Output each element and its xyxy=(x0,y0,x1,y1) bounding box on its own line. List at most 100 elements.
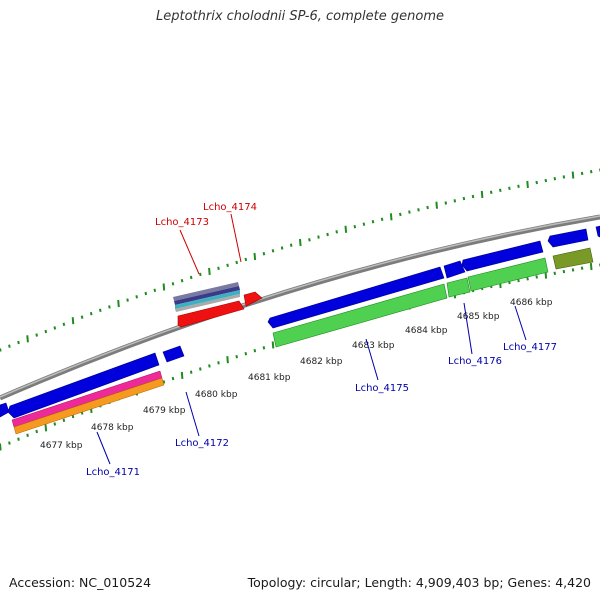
genome-backbone-highlight xyxy=(0,215,600,398)
outer-tick-mark xyxy=(289,243,293,247)
scale-label: 4686 kbp xyxy=(510,298,553,308)
outer-tick-mark xyxy=(326,232,329,237)
inner-tick-mark xyxy=(244,352,248,356)
scale-label: 4682 kbp xyxy=(300,357,343,367)
inner-tick-mark xyxy=(71,414,75,419)
cds-arrow-lcho-4176[interactable] xyxy=(443,260,466,279)
cog-bar-green-3[interactable] xyxy=(467,257,549,292)
reverse-cds-row xyxy=(0,225,600,419)
outer-tick-mark xyxy=(480,190,484,198)
outer-tick-mark xyxy=(335,230,338,234)
rrna-arrow-lcho-4173[interactable] xyxy=(177,300,245,328)
outer-tick-mark xyxy=(362,222,366,226)
inner-tick-mark xyxy=(535,275,538,279)
cds-arrow-left-edge[interactable] xyxy=(0,402,10,418)
scale-label: 4684 kbp xyxy=(405,326,448,336)
inner-tick-mark xyxy=(589,263,593,271)
trna-stack-lcho-4174[interactable] xyxy=(173,282,240,312)
label-leader-lcho-4177 xyxy=(514,305,527,341)
outer-tick-mark xyxy=(89,312,93,316)
inner-tick-mark xyxy=(553,271,557,275)
inner-tick-mark xyxy=(17,437,20,441)
cog-bar-olive[interactable] xyxy=(552,247,594,270)
inner-tick-mark xyxy=(35,429,38,434)
inner-tick-mark xyxy=(53,422,57,426)
label-leader-lcho-4174 xyxy=(230,213,242,263)
genome-summary-text: Topology: circular; Length: 4,909,403 bp… xyxy=(247,575,591,590)
outer-tick-mark xyxy=(426,205,429,210)
outer-tick-mark xyxy=(217,266,220,270)
outer-tick-mark xyxy=(253,252,257,261)
inner-tick-mark xyxy=(26,433,29,437)
inner-tick-mark xyxy=(580,266,584,270)
outer-tick-mark xyxy=(35,333,38,337)
gene-label-lcho-4174[interactable]: Lcho_4174 xyxy=(203,202,257,213)
cds-arrow-lcho-4171[interactable] xyxy=(7,352,160,419)
inner-tick-mark xyxy=(162,380,166,384)
outer-tick-mark xyxy=(353,225,357,229)
cog-bar-green-1[interactable] xyxy=(272,283,448,348)
label-leader-lcho-4171 xyxy=(96,431,111,465)
outer-tick-mark xyxy=(271,249,275,253)
outer-tick-mark xyxy=(589,170,593,174)
outer-tick-mark xyxy=(208,267,211,275)
outer-tick-mark xyxy=(553,177,557,181)
inner-tick-mark xyxy=(0,443,2,451)
outer-tick-mark xyxy=(135,295,138,299)
inner-tick-mark xyxy=(262,346,266,350)
genome-backbone xyxy=(0,214,600,401)
inner-tick-mark xyxy=(217,361,220,365)
gene-label-lcho-4175[interactable]: Lcho_4175 xyxy=(355,383,409,394)
gene-label-lcho-4172[interactable]: Lcho_4172 xyxy=(175,438,229,449)
outer-tick-mark xyxy=(162,283,166,291)
outer-tick-mark xyxy=(235,260,238,265)
outer-tick-mark xyxy=(180,279,184,283)
gene-label-lcho-4173[interactable]: Lcho_4173 xyxy=(155,217,209,228)
inner-tick-mark xyxy=(62,418,66,422)
gene-labels: Lcho_4173 Lcho_4174 Lcho_4171 Lcho_4172 … xyxy=(86,202,557,478)
label-leader-lcho-4172 xyxy=(185,391,200,437)
forward-features xyxy=(173,282,263,328)
outer-tick-mark xyxy=(317,235,320,239)
scale-label: 4681 kbp xyxy=(248,373,291,383)
outer-tick-mark xyxy=(108,305,111,309)
outer-tick-mark xyxy=(126,298,129,302)
outer-tick-mark xyxy=(508,186,511,190)
gene-label-lcho-4177[interactable]: Lcho_4177 xyxy=(503,342,557,353)
outer-tick-mark xyxy=(380,217,384,221)
outer-tick-mark xyxy=(453,199,457,203)
gene-label-lcho-4176[interactable]: Lcho_4176 xyxy=(448,356,502,367)
outer-tick-mark xyxy=(435,201,438,209)
inner-tick-mark xyxy=(171,376,175,381)
outer-tick-mark xyxy=(571,171,575,179)
inner-tick-mark xyxy=(271,341,275,349)
outer-tick-mark xyxy=(8,344,11,348)
cds-arrow-lcho-4175[interactable] xyxy=(267,266,445,329)
cds-arrow-right-1[interactable] xyxy=(547,228,589,248)
cog-bar-green-2[interactable] xyxy=(446,277,471,298)
outer-tick-mark xyxy=(499,188,502,192)
cds-arrow-lcho-4177[interactable] xyxy=(461,240,544,272)
gene-label-lcho-4171[interactable]: Lcho_4171 xyxy=(86,467,140,478)
outer-tick-mark xyxy=(226,263,229,267)
inner-tick-mark xyxy=(8,441,11,445)
outer-tick-mark xyxy=(262,252,266,256)
cds-arrow-lcho-4172[interactable] xyxy=(162,345,185,363)
outer-tick-mark xyxy=(399,212,402,217)
outer-tick-mark xyxy=(244,257,248,262)
outer-tick-mark xyxy=(71,317,75,325)
outer-tick-mark xyxy=(53,326,57,330)
inner-tick-mark xyxy=(180,371,184,379)
inner-tick-mark xyxy=(226,356,229,364)
scale-label: 4680 kbp xyxy=(195,390,238,400)
inner-tick-mark xyxy=(199,367,202,371)
cds-arrow-right-2[interactable] xyxy=(595,225,600,238)
outer-tick-mark xyxy=(80,315,84,319)
cog-bar-orange[interactable] xyxy=(13,377,165,435)
outer-tick-mark xyxy=(44,329,48,334)
cog-category-row xyxy=(11,247,594,435)
small-red-arrow[interactable] xyxy=(243,291,263,307)
outer-tick-mark xyxy=(0,348,2,352)
map-title: Leptothrix cholodnii SP-6, complete geno… xyxy=(156,9,444,24)
